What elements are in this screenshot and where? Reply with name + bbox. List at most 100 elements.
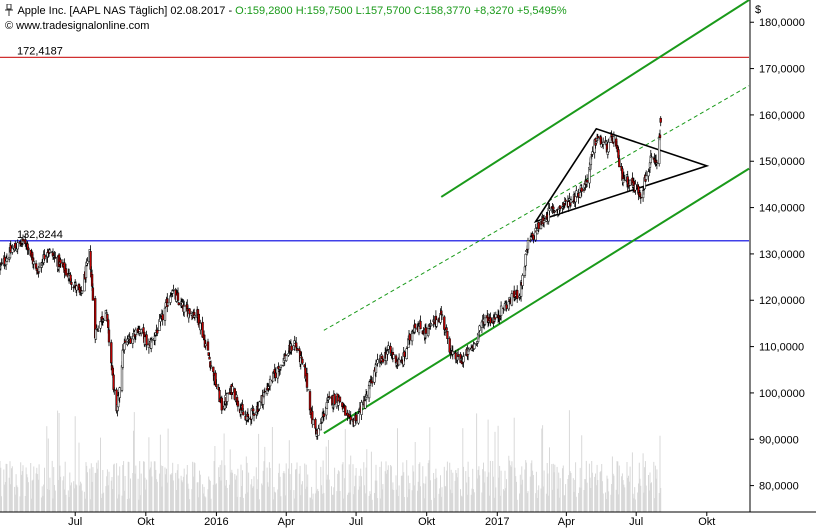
candle-body <box>529 236 533 241</box>
candle-body <box>59 259 62 264</box>
candle-body <box>161 314 164 321</box>
channel-mid-dashed <box>323 85 750 331</box>
channel-lower <box>323 167 750 435</box>
y-tick-label: 180,0000 <box>759 17 805 29</box>
candle-body <box>63 262 66 273</box>
candle-body <box>163 307 167 321</box>
candle-body <box>552 206 555 210</box>
candle-body <box>305 373 309 388</box>
candle-body <box>215 384 218 387</box>
candle-body <box>319 423 322 431</box>
candle-body <box>301 358 304 364</box>
candle-body <box>658 134 662 139</box>
candle-body <box>585 179 589 183</box>
candle-body <box>107 319 110 328</box>
candle-body <box>658 136 661 164</box>
candle-body <box>258 401 261 410</box>
candle-body <box>97 330 100 332</box>
candle-body <box>177 302 180 306</box>
candle-body <box>532 235 535 240</box>
candle-body <box>589 156 593 166</box>
candle-body <box>156 329 159 334</box>
y-tick-label: 120,0000 <box>759 295 805 307</box>
candle-body <box>513 290 516 298</box>
pin-icon[interactable] <box>5 3 13 16</box>
candle-body <box>54 256 57 259</box>
candle-body <box>467 348 471 352</box>
candle-body <box>338 396 342 402</box>
candle-body <box>220 397 223 411</box>
price-candles <box>0 116 662 440</box>
candle-body <box>279 364 283 368</box>
candle-body <box>448 338 451 353</box>
candle-body <box>206 341 210 351</box>
candle-body <box>403 351 406 357</box>
candle-body <box>591 151 594 155</box>
ohlc-values: O:159,2800 H:159,7500 L:157,5700 C:158,3… <box>235 5 567 17</box>
candle-body <box>569 199 573 203</box>
candle-body <box>397 359 401 366</box>
x-tick-label: Apr <box>558 516 575 528</box>
chart-header: Apple Inc. [AAPL NAS Täglich] 02.08.2017… <box>0 0 760 32</box>
candle-body <box>176 292 180 301</box>
y-tick-label: 150,0000 <box>759 156 805 168</box>
candle-body <box>623 179 626 182</box>
candle-body <box>387 345 390 350</box>
candle-body <box>443 316 446 330</box>
candle-body <box>95 328 98 330</box>
candle-body <box>446 330 449 339</box>
candle-body <box>208 356 211 360</box>
candle-body <box>188 308 191 315</box>
candle-body <box>27 247 30 251</box>
x-tick-label: Jul <box>629 516 643 528</box>
candle-body <box>123 340 127 343</box>
candle-body <box>542 220 546 223</box>
candle-body <box>252 413 256 416</box>
candle-body <box>90 274 94 287</box>
candle-body <box>612 136 616 143</box>
candle-body <box>150 339 154 341</box>
candle-body <box>494 314 497 318</box>
candle-body <box>411 332 415 334</box>
candle-body <box>392 354 395 359</box>
triangle-pattern <box>533 127 710 223</box>
candle-body <box>118 387 121 398</box>
candle-body <box>489 317 492 324</box>
candle-body <box>11 248 14 253</box>
watermark: © www.tradesignalonline.com <box>5 20 150 32</box>
candle-body <box>241 404 244 411</box>
candle-body <box>0 262 3 264</box>
candle-body <box>69 274 72 282</box>
candle-body <box>246 413 250 417</box>
candle-body <box>285 355 288 361</box>
candle-body <box>639 197 642 199</box>
candle-body <box>308 391 312 411</box>
candle-body <box>247 417 250 420</box>
candle-body <box>43 254 46 260</box>
candle-body <box>408 333 411 341</box>
candle-body <box>559 205 562 210</box>
candle-body <box>579 192 582 198</box>
candle-body <box>72 286 75 289</box>
overlay-lines: 172,4187 132,8244 <box>0 0 750 435</box>
candle-body <box>381 358 385 363</box>
candle-body <box>477 332 481 336</box>
candle-body <box>365 395 368 398</box>
candle-body <box>231 386 234 393</box>
candle-body <box>521 275 524 286</box>
candle-body <box>80 290 84 294</box>
candle-body <box>110 342 113 364</box>
candle-body <box>526 240 530 250</box>
candle-body <box>649 155 652 163</box>
candle-body <box>440 314 444 316</box>
candle-body <box>70 281 73 285</box>
candle-body <box>499 305 503 316</box>
candle-body <box>134 329 137 335</box>
candle-body <box>617 149 620 159</box>
y-tick-label: 160,0000 <box>759 110 805 122</box>
candle-body <box>306 389 309 391</box>
candle-body <box>209 365 213 367</box>
candle-body <box>199 323 202 331</box>
candle-body <box>129 338 132 344</box>
